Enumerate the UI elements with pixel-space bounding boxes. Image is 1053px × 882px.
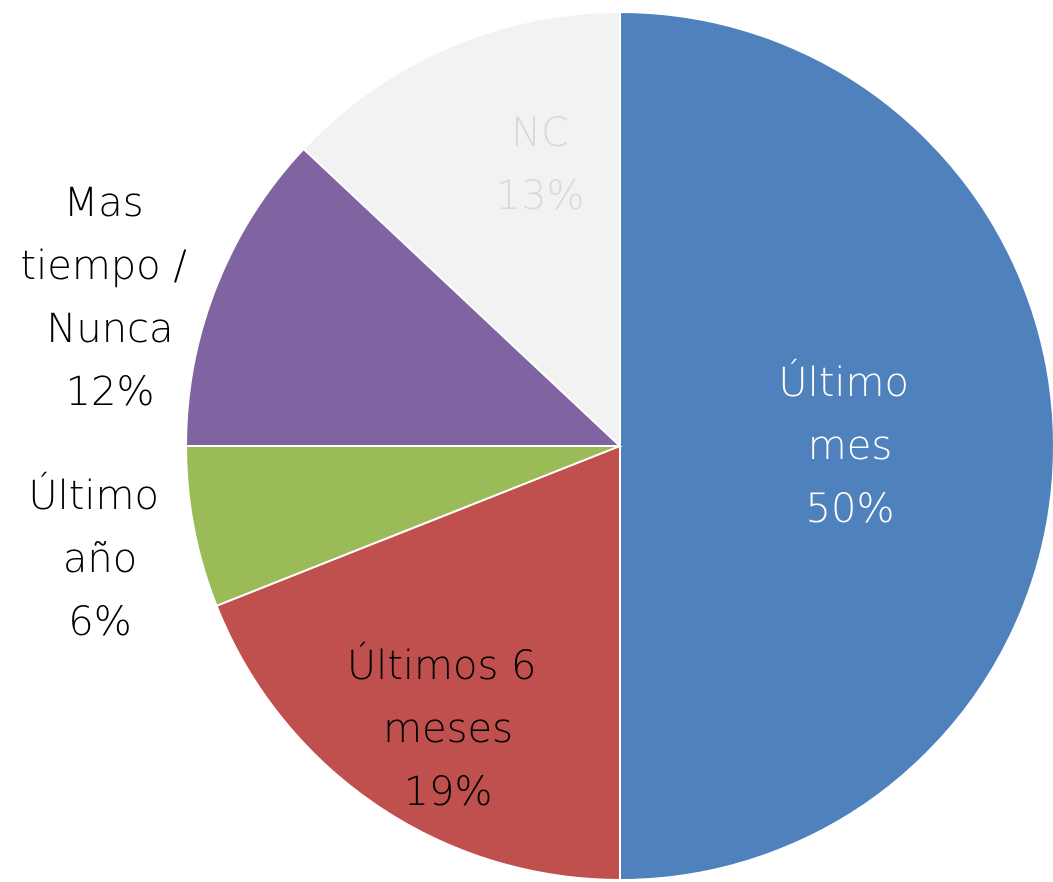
slice-label: NC	[511, 110, 569, 156]
slice-label-line: NC	[511, 110, 569, 156]
slice-value-label: 12%	[66, 369, 155, 415]
slice-value-label: 19%	[404, 769, 493, 815]
slice-label-line: Mas	[64, 180, 157, 226]
slice-value-label: 13%	[496, 173, 585, 219]
slice-value-label: 6%	[68, 599, 131, 645]
slice-label-line: Últimos 6	[347, 641, 549, 689]
slice-label-line: Último	[28, 471, 171, 519]
slice-label-line: tiempo /	[20, 243, 199, 289]
pie-slice	[184, 445, 621, 608]
pie-slice	[215, 444, 621, 882]
pie-slice	[302, 10, 621, 449]
slice-label: Último mes	[778, 358, 921, 469]
slice-label: Mas tiempo / Nunca	[20, 180, 199, 352]
slice-label-line: Último	[778, 358, 921, 406]
slice-label: Últimos 6 meses	[347, 641, 549, 752]
slice-label-line: meses	[383, 706, 513, 752]
slice-value-label: 50%	[806, 486, 895, 532]
pie-slice	[184, 147, 623, 447]
slice-label: Último año	[28, 471, 171, 582]
pie-slice	[619, 10, 1053, 882]
slice-label-line: año	[63, 536, 137, 582]
slice-label-line: Nunca	[46, 306, 173, 352]
slice-label-line: mes	[808, 423, 892, 469]
